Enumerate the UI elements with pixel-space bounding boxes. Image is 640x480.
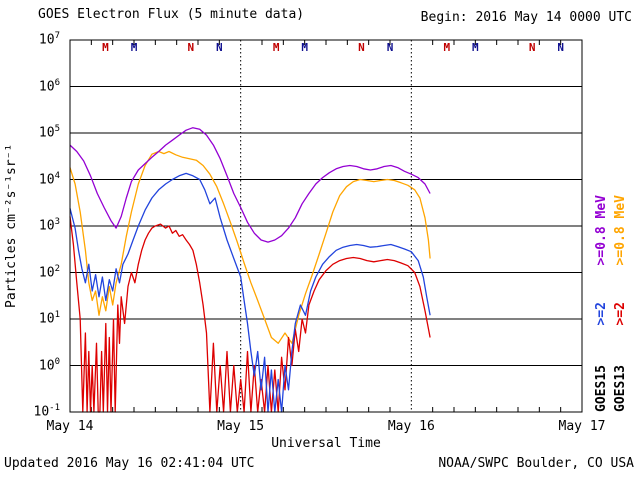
legend-goes15-name: GOES15 [594, 365, 609, 412]
x-tick-label-may-15: May 15 [217, 419, 265, 434]
y-tick-label-1e6: 106 [38, 77, 60, 94]
flag-m-goes15: M [301, 41, 308, 54]
updated-timestamp: Updated 2016 May 16 02:41:04 UTC [4, 456, 255, 471]
x-tick-label-may-17: May 17 [558, 419, 606, 434]
flag-m-goes13: M [272, 41, 280, 54]
chart-title: GOES Electron Flux (5 minute data) [38, 7, 305, 22]
begin-timestamp: Begin: 2016 May 14 0000 UTC [420, 10, 632, 25]
legend-goes13-e08: >=0.8 MeV [613, 194, 628, 265]
flag-m-goes15: M [130, 41, 138, 54]
series-goes13-e-2-mev [69, 216, 431, 413]
flag-m-goes13: M [102, 41, 109, 54]
y-tick-label-1e1: 101 [38, 310, 60, 327]
flag-n-goes15: N [386, 41, 394, 54]
flag-n-goes15: N [216, 41, 223, 54]
flag-m-goes15: M [472, 41, 479, 54]
y-tick-label-1e4: 104 [38, 170, 60, 187]
source-attribution: NOAA/SWPC Boulder, CO USA [438, 456, 634, 471]
series-goes15-e-0.8-mev [69, 127, 431, 243]
flag-n-goes13: N [187, 41, 195, 54]
x-axis-title: Universal Time [271, 436, 381, 451]
flag-n-goes13: N [528, 41, 536, 54]
legend-goes15-e2: >=2 [594, 301, 609, 325]
flag-n-goes13: N [358, 41, 365, 54]
plot-border [69, 39, 583, 413]
x-tick-label-may-16: May 16 [387, 419, 435, 434]
x-tick-label-may-14: May 14 [46, 419, 94, 434]
y-tick-label-1e-1: 10-1 [33, 403, 61, 420]
series-goes13-e-0.8-mev [69, 150, 431, 344]
legend-goes15-e08: >=0.8 MeV [594, 194, 609, 265]
y-tick-label-1e3: 103 [38, 217, 60, 234]
series-goes15-e-2-mev [69, 172, 431, 413]
flag-n-goes15: N [557, 41, 564, 54]
y-tick-label-1e5: 105 [38, 124, 60, 141]
flag-m-goes13: M [443, 41, 451, 54]
legend-goes13-name: GOES13 [613, 365, 628, 412]
y-tick-label-1e7: 107 [38, 31, 60, 48]
y-tick-label-1e2: 102 [38, 263, 60, 280]
y-tick-label-1e0: 100 [38, 356, 60, 373]
legend-goes13-e2: >=2 [613, 301, 628, 325]
y-axis-title: Particles cm⁻²s⁻¹sr⁻¹ [4, 143, 19, 309]
